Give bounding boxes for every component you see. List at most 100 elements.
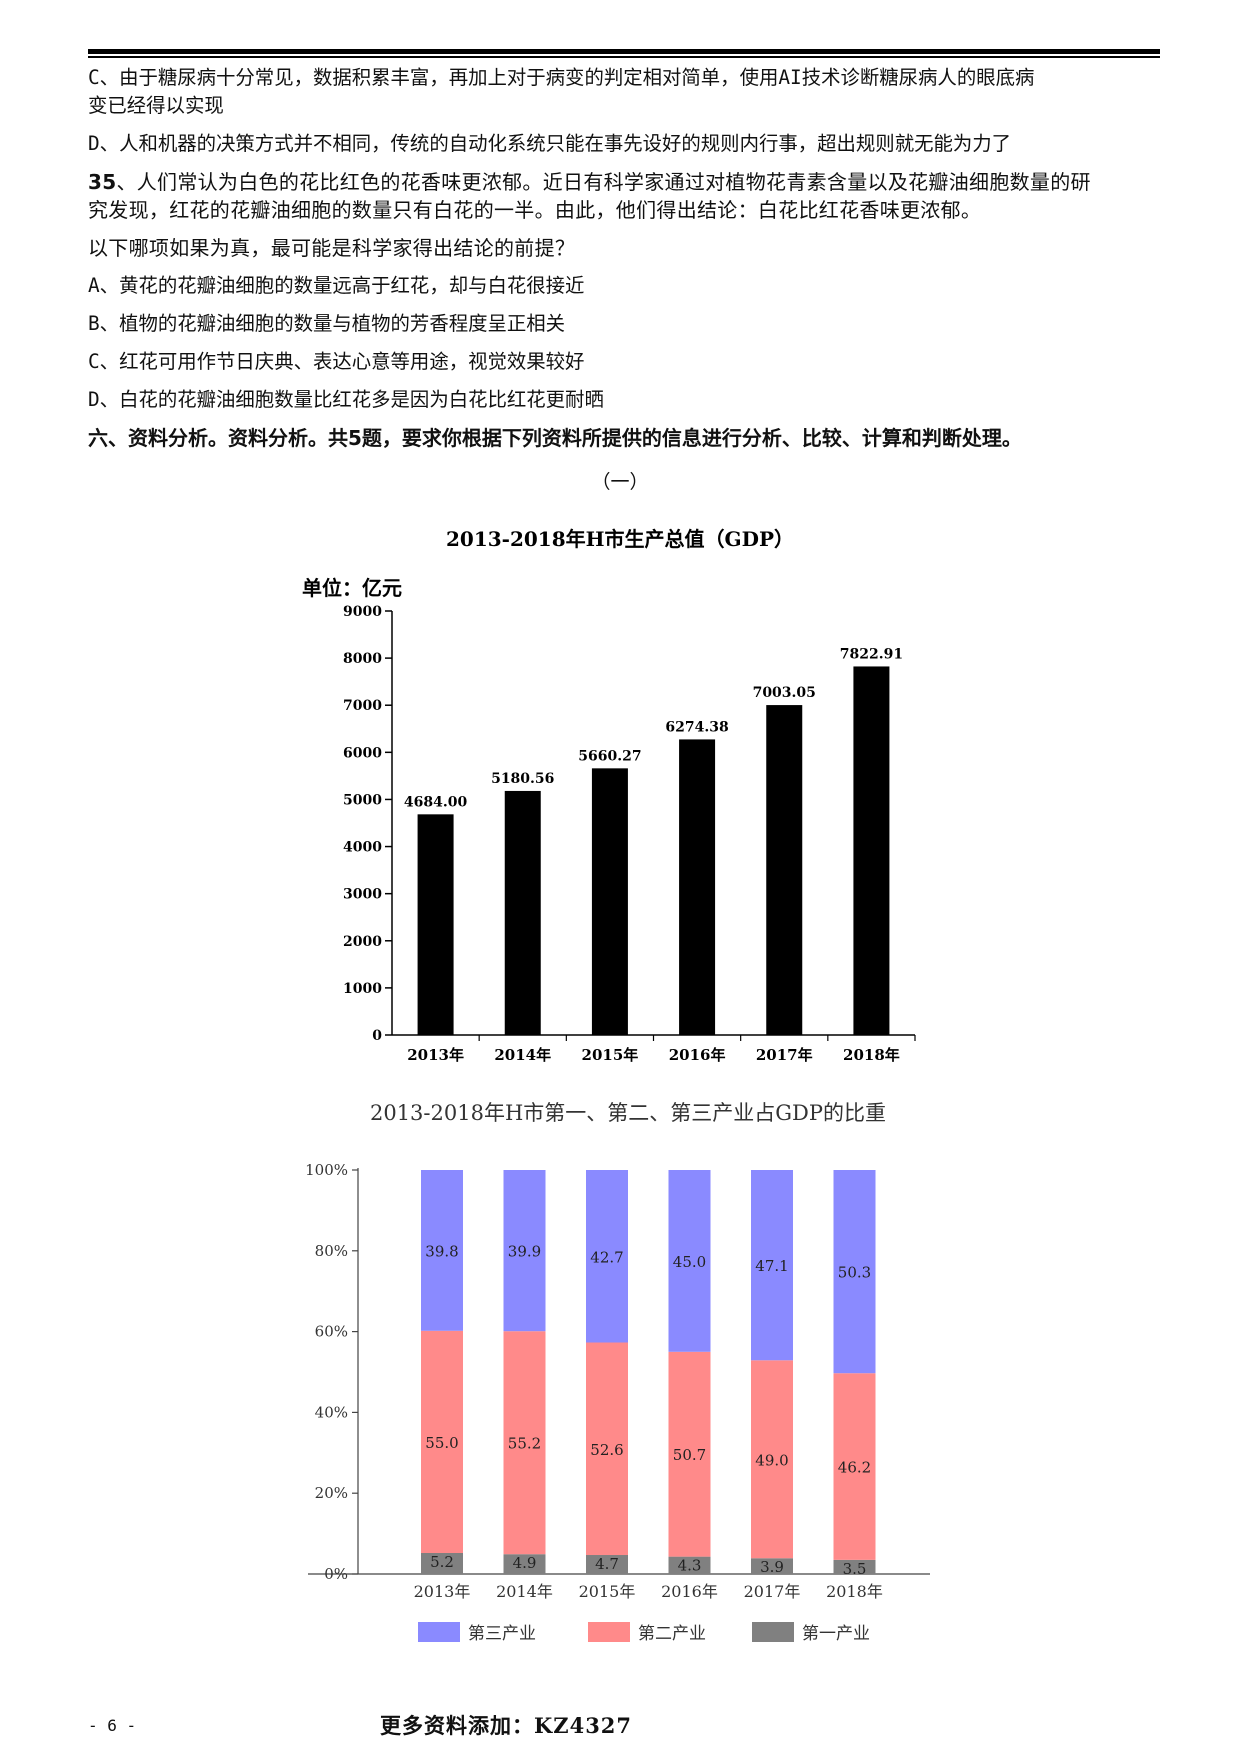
share-segment bbox=[503, 1170, 546, 1332]
share-segment-label: 42.7 bbox=[590, 1248, 623, 1266]
share-segment bbox=[833, 1373, 876, 1560]
gdp-bar bbox=[504, 790, 541, 1035]
legend-label: 第三产业 bbox=[468, 1624, 536, 1644]
gdp-y-tick-label: 1000 bbox=[343, 981, 382, 997]
gdp-x-tick-label: 2018年 bbox=[843, 1046, 900, 1064]
gdp-x-tick-label: 2017年 bbox=[756, 1046, 813, 1064]
share-segment-label: 45.0 bbox=[673, 1253, 706, 1271]
gdp-value-label: 7003.05 bbox=[753, 685, 816, 701]
share-y-tick-label: 20% bbox=[315, 1484, 348, 1502]
header-rule-thin bbox=[88, 56, 1160, 58]
gdp-x-tick-label: 2015年 bbox=[582, 1046, 639, 1064]
gdp-y-tick-label: 0 bbox=[372, 1028, 382, 1044]
share-segment bbox=[833, 1170, 876, 1374]
gdp-y-tick-label: 5000 bbox=[343, 792, 382, 808]
legend-swatch bbox=[588, 1622, 630, 1642]
share-segment-label: 46.2 bbox=[838, 1459, 871, 1477]
share-y-tick-label: 80% bbox=[315, 1242, 348, 1260]
share-segment-label: 50.7 bbox=[673, 1446, 706, 1464]
share-segment bbox=[421, 1330, 463, 1553]
q35-option-a: A、黄花的花瓣油细胞的数量远高于红花，却与白花很接近 bbox=[88, 274, 585, 297]
q35-line2: 究发现，红花的花瓣油细胞的数量只有白花的一半。由此，他们得出结论：白花比红花香味… bbox=[88, 198, 982, 222]
share-x-tick-label: 2014年 bbox=[496, 1582, 553, 1601]
q35-line1: 35、人们常认为白色的花比红色的花香味更浓郁。近日有科学家通过对植物花青素含量以… bbox=[88, 168, 1168, 196]
share-x-tick-label: 2013年 bbox=[414, 1582, 471, 1601]
share-x-tick-label: 2015年 bbox=[579, 1582, 636, 1601]
gdp-value-label: 5180.56 bbox=[491, 771, 554, 787]
share-segment-label: 47.1 bbox=[755, 1257, 788, 1275]
share-segment-label: 5.2 bbox=[430, 1553, 454, 1571]
q35-option-b: B、植物的花瓣油细胞的数量与植物的芳香程度呈正相关 bbox=[88, 312, 566, 335]
share-segment-label: 3.9 bbox=[760, 1558, 784, 1576]
gdp-chart-title: 2013-2018年H市生产总值（GDP） bbox=[446, 527, 794, 551]
page-number: - 6 - bbox=[88, 1716, 137, 1735]
material-marker: （一） bbox=[591, 471, 649, 493]
share-segment-label: 49.0 bbox=[755, 1451, 788, 1469]
share-segment bbox=[668, 1351, 711, 1557]
share-segment bbox=[586, 1555, 628, 1574]
gdp-x-tick-label: 2016年 bbox=[669, 1046, 726, 1064]
share-segment bbox=[668, 1170, 711, 1352]
share-segment-label: 4.3 bbox=[678, 1557, 702, 1575]
gdp-bar bbox=[417, 814, 454, 1035]
share-segment-label: 4.7 bbox=[595, 1555, 619, 1573]
gdp-bar bbox=[591, 768, 628, 1035]
gdp-y-tick-label: 4000 bbox=[343, 840, 382, 856]
gdp-bar bbox=[853, 666, 890, 1035]
prev-option-c-line2: 变已经得以实现 bbox=[88, 94, 224, 117]
header-rule-thick bbox=[88, 49, 1160, 54]
share-segment bbox=[833, 1559, 876, 1574]
share-segment bbox=[586, 1342, 628, 1556]
legend-label: 第一产业 bbox=[802, 1624, 870, 1644]
gdp-y-tick-label: 7000 bbox=[343, 698, 382, 714]
legend-swatch bbox=[752, 1622, 794, 1642]
share-segment bbox=[751, 1360, 793, 1559]
q35-number: 35 bbox=[88, 170, 117, 194]
share-segment-label: 50.3 bbox=[838, 1264, 871, 1282]
share-segment-label: 4.9 bbox=[513, 1554, 537, 1572]
gdp-value-label: 5660.27 bbox=[578, 748, 641, 764]
share-segment bbox=[751, 1558, 793, 1574]
legend-swatch bbox=[418, 1622, 460, 1642]
share-segment-label: 39.8 bbox=[425, 1242, 458, 1260]
share-y-tick-label: 40% bbox=[315, 1403, 348, 1421]
gdp-value-label: 4684.00 bbox=[404, 794, 468, 810]
share-segment-label: 55.2 bbox=[508, 1435, 541, 1453]
gdp-x-tick-label: 2014年 bbox=[494, 1046, 551, 1064]
prev-option-d: D、人和机器的决策方式并不相同，传统的自动化系统只能在事先设好的规则内行事，超出… bbox=[88, 132, 1012, 155]
share-segment bbox=[751, 1170, 793, 1361]
gdp-y-tick-label: 9000 bbox=[343, 604, 382, 620]
footer-more-info: 更多资料添加：KZ4327 bbox=[380, 1713, 633, 1738]
share-x-tick-label: 2016年 bbox=[661, 1582, 718, 1601]
share-segment bbox=[421, 1552, 463, 1574]
share-segment bbox=[421, 1170, 463, 1331]
gdp-y-tick-label: 2000 bbox=[343, 934, 382, 950]
share-y-tick-label: 0% bbox=[324, 1565, 348, 1583]
q35-ask: 以下哪项如果为真，最可能是科学家得出结论的前提？ bbox=[88, 236, 576, 260]
share-chart-title: 2013-2018年H市第一、第二、第三产业占GDP的比重 bbox=[370, 1101, 886, 1125]
share-y-tick-label: 100% bbox=[305, 1161, 348, 1179]
gdp-y-tick-label: 6000 bbox=[343, 745, 382, 761]
q35-option-c: C、红花可用作节日庆典、表达心意等用途，视觉效果较好 bbox=[88, 350, 585, 373]
share-segment bbox=[586, 1170, 628, 1343]
industry-share-stacked-chart: 2013-2018年H市第一、第二、第三产业占GDP的比重 0% 20% 40% 60%… bbox=[305, 1101, 930, 1644]
share-segment bbox=[668, 1556, 711, 1574]
gdp-y-tick-label: 3000 bbox=[343, 887, 382, 903]
legend-label: 第二产业 bbox=[638, 1624, 706, 1644]
share-segment-label: 52.6 bbox=[590, 1441, 623, 1459]
gdp-x-tick-label: 2013年 bbox=[407, 1046, 464, 1064]
share-x-tick-label: 2017年 bbox=[744, 1582, 801, 1601]
gdp-chart-unit: 单位：亿元 bbox=[302, 576, 402, 600]
gdp-bar bbox=[679, 739, 716, 1035]
share-segment bbox=[503, 1554, 546, 1574]
gdp-value-label: 7822.91 bbox=[840, 646, 903, 662]
question-text: C、由于糖尿病十分常见，数据积累丰富，再加上对于病变的判定相对简单，使用AI技术… bbox=[88, 64, 1168, 452]
share-x-tick-label: 2018年 bbox=[826, 1582, 883, 1601]
gdp-bar bbox=[766, 705, 803, 1035]
gdp-value-label: 6274.38 bbox=[665, 719, 728, 735]
gdp-bar-chart: 2013-2018年H市生产总值（GDP） 单位：亿元 0 1000 2000 3000 4… bbox=[302, 527, 916, 1064]
share-segment-label: 3.5 bbox=[843, 1560, 867, 1578]
share-segment-label: 55.0 bbox=[425, 1434, 458, 1452]
q35-line1-text: 、人们常认为白色的花比红色的花香味更浓郁。近日有科学家通过对植物花青素含量以及花… bbox=[116, 170, 1091, 194]
q35-option-d: D、白花的花瓣油细胞数量比红花多是因为白花比红花更耐晒 bbox=[88, 388, 604, 411]
